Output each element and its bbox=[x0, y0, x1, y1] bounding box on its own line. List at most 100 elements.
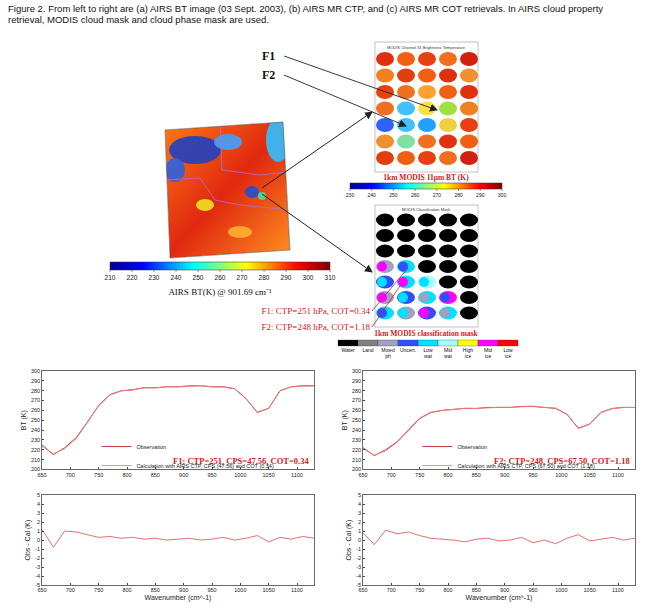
svg-text:200: 200 bbox=[352, 466, 361, 472]
svg-text:750: 750 bbox=[415, 587, 424, 593]
svg-text:230: 230 bbox=[352, 437, 361, 443]
svg-text:AIRS BT(K) @ 901.69 cm⁻¹: AIRS BT(K) @ 901.69 cm⁻¹ bbox=[168, 287, 272, 297]
svg-text:3: 3 bbox=[37, 510, 40, 516]
svg-text:Calculation with AIRS CTP, CPS: Calculation with AIRS CTP, CPS (67.50) a… bbox=[457, 463, 595, 469]
svg-text:280: 280 bbox=[31, 388, 40, 394]
svg-text:300: 300 bbox=[303, 274, 314, 281]
svg-text:-3: -3 bbox=[35, 564, 40, 570]
svg-text:270: 270 bbox=[31, 397, 40, 403]
svg-text:-1: -1 bbox=[356, 546, 361, 552]
svg-text:650: 650 bbox=[37, 472, 46, 478]
svg-text:230: 230 bbox=[31, 437, 40, 443]
svg-text:800: 800 bbox=[443, 587, 452, 593]
svg-text:4: 4 bbox=[37, 501, 40, 507]
svg-text:BT (K): BT (K) bbox=[20, 410, 28, 430]
svg-text:260: 260 bbox=[215, 274, 226, 281]
svg-text:BT (K): BT (K) bbox=[341, 410, 349, 430]
svg-text:950: 950 bbox=[207, 587, 216, 593]
svg-text:850: 850 bbox=[151, 472, 160, 478]
svg-text:220: 220 bbox=[127, 274, 138, 281]
svg-text:260: 260 bbox=[352, 407, 361, 413]
svg-text:290: 290 bbox=[31, 378, 40, 384]
svg-text:Observation: Observation bbox=[457, 444, 487, 450]
svg-text:Water: Water bbox=[341, 347, 354, 353]
svg-text:950: 950 bbox=[528, 587, 537, 593]
svg-text:Wavenumber (cm^-1): Wavenumber (cm^-1) bbox=[145, 594, 212, 602]
svg-text:wat: wat bbox=[444, 353, 452, 359]
svg-text:2: 2 bbox=[37, 519, 40, 525]
svg-text:750: 750 bbox=[415, 472, 424, 478]
svg-text:200: 200 bbox=[31, 466, 40, 472]
svg-text:210: 210 bbox=[31, 457, 40, 463]
svg-text:-5: -5 bbox=[35, 582, 40, 588]
svg-text:210: 210 bbox=[105, 274, 116, 281]
svg-text:Calculation with AIRS CTP, CPS: Calculation with AIRS CTP, CPS (47.56) a… bbox=[136, 463, 274, 469]
svg-text:230: 230 bbox=[149, 274, 160, 281]
svg-text:260: 260 bbox=[31, 407, 40, 413]
svg-text:Obs - Cal (K): Obs - Cal (K) bbox=[24, 520, 32, 561]
svg-text:850: 850 bbox=[472, 587, 481, 593]
svg-text:2: 2 bbox=[358, 519, 361, 525]
svg-text:280: 280 bbox=[259, 274, 270, 281]
svg-text:0: 0 bbox=[358, 537, 361, 543]
svg-text:270: 270 bbox=[237, 274, 248, 281]
svg-text:1000: 1000 bbox=[555, 472, 567, 478]
svg-text:250: 250 bbox=[352, 417, 361, 423]
svg-text:270: 270 bbox=[433, 192, 442, 198]
svg-text:250: 250 bbox=[31, 417, 40, 423]
svg-text:1km MODIS classification mask: 1km MODIS classification mask bbox=[374, 329, 478, 338]
svg-text:3: 3 bbox=[358, 510, 361, 516]
svg-text:1050: 1050 bbox=[263, 587, 275, 593]
svg-text:240: 240 bbox=[368, 192, 377, 198]
svg-text:4: 4 bbox=[358, 501, 361, 507]
svg-text:-1: -1 bbox=[35, 546, 40, 552]
svg-text:220: 220 bbox=[352, 447, 361, 453]
svg-text:-3: -3 bbox=[356, 564, 361, 570]
svg-text:900: 900 bbox=[500, 587, 509, 593]
svg-text:250: 250 bbox=[389, 192, 398, 198]
svg-text:750: 750 bbox=[94, 587, 103, 593]
svg-text:300: 300 bbox=[352, 368, 361, 374]
svg-text:-2: -2 bbox=[356, 555, 361, 561]
svg-text:5: 5 bbox=[37, 492, 40, 498]
svg-text:1100: 1100 bbox=[612, 472, 624, 478]
svg-text:F2: CTP=248 hPa, COT=1.18: F2: CTP=248 hPa, COT=1.18 bbox=[262, 322, 371, 332]
svg-text:310: 310 bbox=[325, 274, 336, 281]
svg-text:F1: CTP=251, CPS=47.56, COT=0.: F1: CTP=251, CPS=47.56, COT=0.34 bbox=[173, 456, 309, 466]
svg-text:270: 270 bbox=[352, 397, 361, 403]
svg-text:1050: 1050 bbox=[584, 587, 596, 593]
svg-text:280: 280 bbox=[454, 192, 463, 198]
svg-text:650: 650 bbox=[37, 587, 46, 593]
svg-text:260: 260 bbox=[411, 192, 420, 198]
svg-text:290: 290 bbox=[476, 192, 485, 198]
svg-text:wat: wat bbox=[424, 353, 432, 359]
svg-text:650: 650 bbox=[358, 587, 367, 593]
svg-text:Wavenumber (cm^-1): Wavenumber (cm^-1) bbox=[466, 594, 533, 602]
svg-text:F1: CTP=251 hPa, COT=0.34: F1: CTP=251 hPa, COT=0.34 bbox=[262, 306, 371, 316]
svg-text:Land: Land bbox=[362, 347, 373, 353]
svg-text:ice: ice bbox=[485, 353, 492, 359]
svg-text:650: 650 bbox=[358, 472, 367, 478]
svg-text:ph: ph bbox=[385, 353, 391, 359]
svg-text:850: 850 bbox=[472, 472, 481, 478]
svg-text:5: 5 bbox=[358, 492, 361, 498]
svg-text:850: 850 bbox=[151, 587, 160, 593]
svg-text:230: 230 bbox=[346, 192, 355, 198]
svg-text:700: 700 bbox=[387, 472, 396, 478]
svg-text:ice: ice bbox=[505, 353, 512, 359]
svg-text:MODIS Classification Mask: MODIS Classification Mask bbox=[402, 207, 450, 212]
svg-text:800: 800 bbox=[122, 472, 131, 478]
svg-text:F2: F2 bbox=[262, 68, 275, 82]
svg-text:1100: 1100 bbox=[612, 587, 624, 593]
svg-text:290: 290 bbox=[281, 274, 292, 281]
svg-text:250: 250 bbox=[193, 274, 204, 281]
svg-text:Uncert.: Uncert. bbox=[400, 347, 416, 353]
svg-text:Obs - Cal (K): Obs - Cal (K) bbox=[345, 520, 353, 561]
svg-text:-4: -4 bbox=[35, 573, 40, 579]
svg-text:1000: 1000 bbox=[555, 587, 567, 593]
svg-text:1000: 1000 bbox=[234, 587, 246, 593]
svg-text:900: 900 bbox=[179, 472, 188, 478]
svg-text:700: 700 bbox=[66, 587, 75, 593]
svg-text:900: 900 bbox=[179, 587, 188, 593]
svg-text:300: 300 bbox=[498, 192, 507, 198]
